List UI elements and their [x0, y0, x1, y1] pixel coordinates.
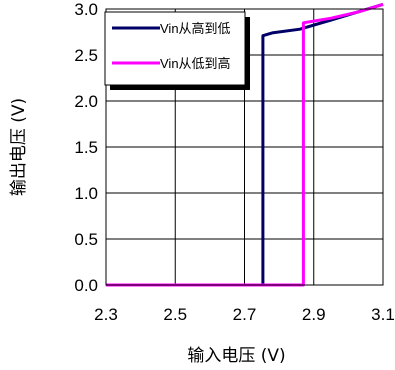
- y-tick-label: 0.5: [74, 230, 98, 249]
- legend: Vin从高到低 Vin从低到高: [104, 11, 250, 90]
- y-axis-label: 输出电压 (V): [9, 98, 29, 196]
- x-axis-label: 输入电压 (V): [187, 346, 285, 366]
- y-tick-label: 0.0: [74, 276, 98, 295]
- legend-box: [104, 11, 246, 86]
- x-tick-label: 2.5: [163, 305, 187, 324]
- x-tick-label: 2.9: [302, 305, 326, 324]
- x-tick-label: 2.7: [233, 305, 257, 324]
- y-tick-label: 3.0: [74, 0, 98, 19]
- legend-label-vin-low-to-high: Vin从低到高: [160, 56, 231, 71]
- legend-label-vin-high-to-low: Vin从高到低: [160, 21, 231, 36]
- x-tick-label: 3.1: [371, 305, 395, 324]
- y-tick-label: 1.0: [74, 184, 98, 203]
- y-tick-label: 2.5: [74, 46, 98, 65]
- x-tick-label: 2.3: [94, 305, 118, 324]
- ticks: 2.3 2.5 2.7 2.9 3.1 0.0 0.5 1.0 1.5 2.0 2.5 3.0: [74, 0, 394, 324]
- y-tick-label: 1.5: [74, 138, 98, 157]
- plot-border: [105, 8, 384, 286]
- y-tick-label: 2.0: [74, 92, 98, 111]
